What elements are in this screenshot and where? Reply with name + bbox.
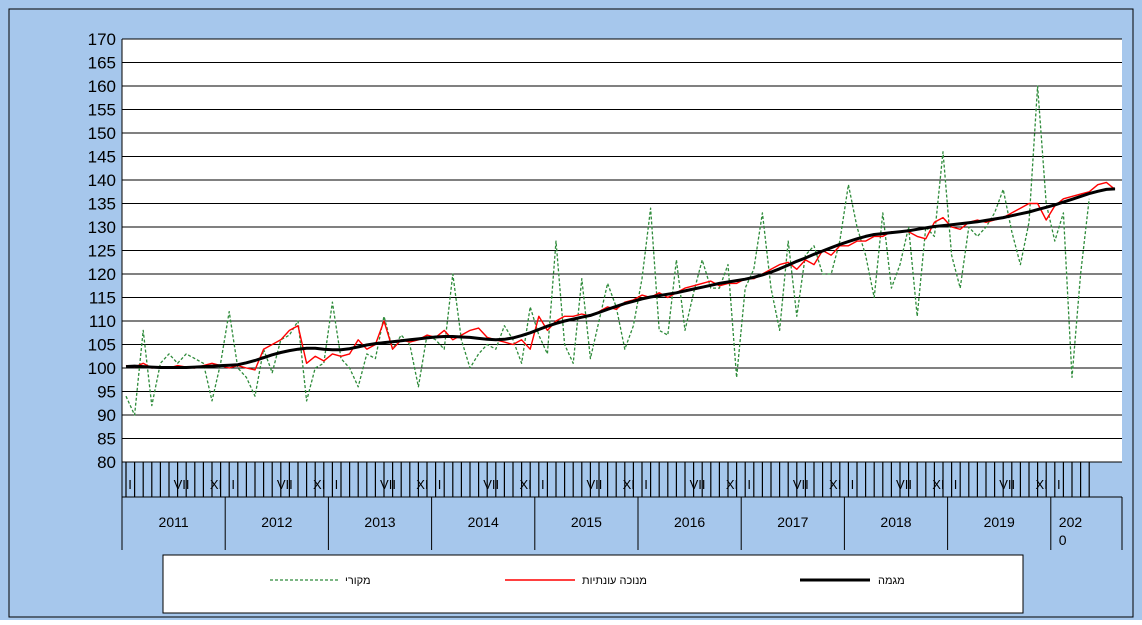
x-month-label: XI — [313, 477, 325, 492]
x-month-label: VII — [896, 477, 912, 492]
y-tick-label: 90 — [97, 406, 116, 425]
legend-label-original: מקורי — [345, 575, 371, 587]
x-month-label: I — [128, 477, 132, 492]
x-year-label: 2019 — [984, 514, 1015, 530]
x-axis: I VII XI I VII XI I VII XI I VII XI I VII XI I VII XI I VII… — [121, 462, 1123, 550]
x-month-label: XI — [726, 477, 738, 492]
y-tick-label: 130 — [88, 218, 116, 237]
y-tick-label: 120 — [88, 265, 116, 284]
y-tick-label: 150 — [88, 124, 116, 143]
x-month-label: I — [541, 477, 545, 492]
chart-frame-border — [8, 8, 1134, 618]
x-year-label: 2013 — [364, 514, 395, 530]
y-tick-label: 105 — [88, 336, 116, 355]
x-month-label: VII — [586, 477, 602, 492]
y-tick-label: 125 — [88, 242, 116, 261]
x-month-label: XI — [623, 477, 635, 492]
y-tick-label: 170 — [88, 30, 116, 49]
legend-label-trend: מגמה — [878, 575, 905, 587]
x-month-label: VII — [174, 477, 190, 492]
x-month-label: XI — [519, 477, 531, 492]
x-month-label: XI — [932, 477, 944, 492]
x-month-label: XI — [210, 477, 222, 492]
series-line-trend — [125, 187, 1116, 369]
x-month-label: I — [231, 477, 235, 492]
x-month-label: VII — [793, 477, 809, 492]
y-tick-label: 80 — [97, 453, 116, 472]
y-tick-label: 95 — [97, 383, 116, 402]
y-tick-label: 140 — [88, 171, 116, 190]
x-month-label: I — [747, 477, 751, 492]
legend-label-seasonally-adjusted: מנוכה עונתיות — [582, 575, 647, 587]
x-month-label: XI — [1035, 477, 1047, 492]
x-month-label: XI — [416, 477, 428, 492]
series-line-original — [125, 85, 1090, 416]
y-tick-label: 160 — [88, 77, 116, 96]
x-month-label: I — [954, 477, 958, 492]
x-month-label: I — [851, 477, 855, 492]
y-tick-label: 85 — [97, 430, 116, 449]
x-month-label: I — [438, 477, 442, 492]
series-lines — [125, 85, 1116, 416]
x-month-label: I — [1057, 477, 1061, 492]
x-month-label: VII — [277, 477, 293, 492]
x-year-label: 2011 — [159, 514, 189, 530]
x-month-label: VII — [380, 477, 396, 492]
y-tick-label: 100 — [88, 359, 116, 378]
y-tick-label: 145 — [88, 148, 116, 167]
y-tick-label: 165 — [88, 54, 116, 73]
y-tick-label: 110 — [89, 312, 116, 331]
x-year-label: 2016 — [674, 514, 705, 530]
x-year-label: 2018 — [880, 514, 911, 530]
legend-box — [162, 554, 1024, 614]
y-tick-label: 135 — [88, 195, 116, 214]
x-month-label: I — [335, 477, 339, 492]
x-month-label: XI — [829, 477, 841, 492]
x-month-label: VII — [999, 477, 1015, 492]
x-year-label-wrap: 0 — [1059, 532, 1067, 548]
x-month-label: VII — [690, 477, 706, 492]
x-year-label: 2015 — [571, 514, 602, 530]
x-year-label: 2014 — [468, 514, 499, 530]
y-tick-label: 155 — [88, 101, 116, 120]
x-month-label: VII — [483, 477, 499, 492]
y-tick-label: 115 — [89, 289, 116, 308]
grid-lines — [121, 38, 1122, 463]
x-month-label: I — [644, 477, 648, 492]
x-year-label: 2012 — [261, 514, 292, 530]
x-year-label: 202 — [1059, 514, 1083, 530]
x-year-label: 2017 — [777, 514, 808, 530]
y-axis-tick-labels: 80 85 90 95 100 105 110 115 120 125 130 135 140 145 15… — [88, 30, 116, 472]
